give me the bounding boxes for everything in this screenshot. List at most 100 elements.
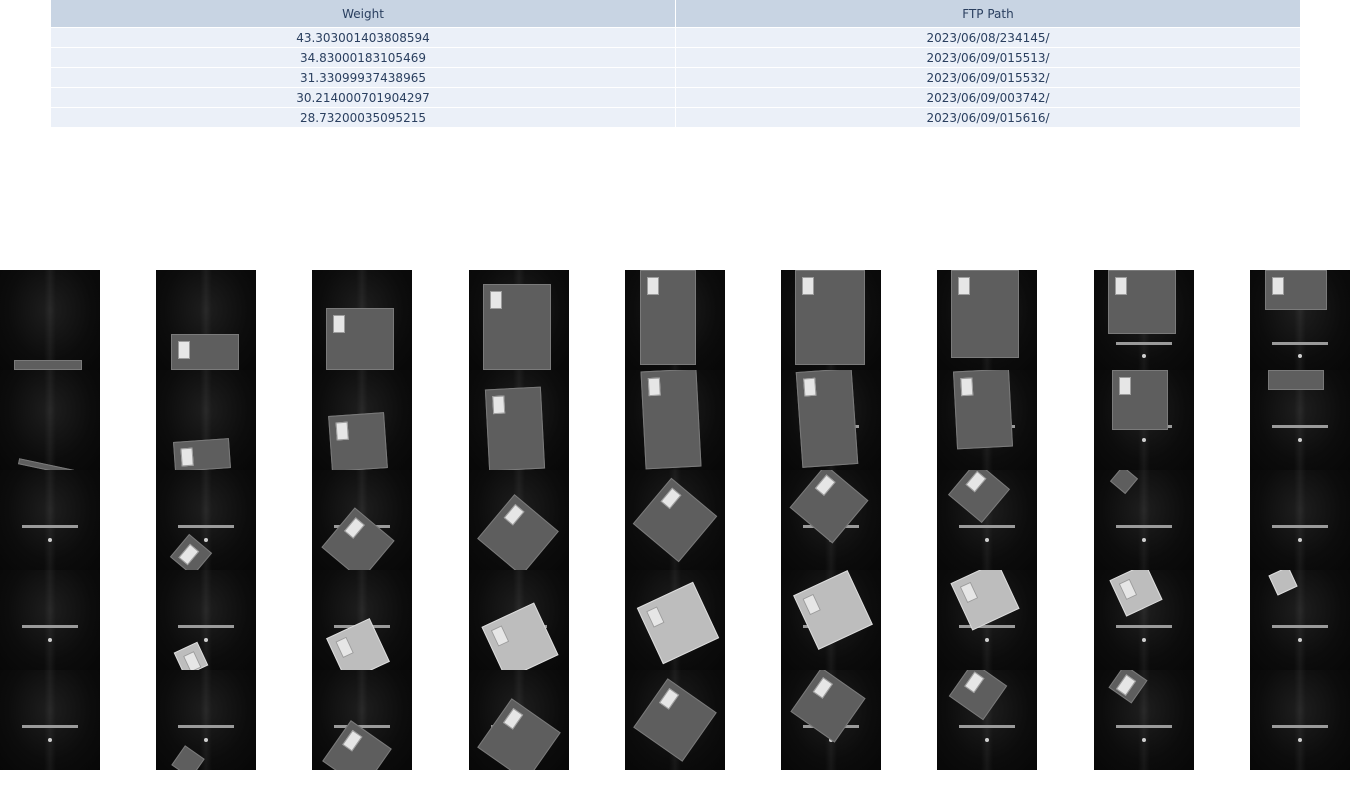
camera-frame-image[interactable]: [625, 570, 725, 670]
camera-frame-image[interactable]: [1250, 270, 1350, 370]
camera-frame-image[interactable]: [625, 270, 725, 370]
camera-frame-image[interactable]: [781, 670, 881, 770]
camera-frame-image[interactable]: [312, 270, 412, 370]
sensor-dot: [48, 638, 52, 642]
shipping-label: [178, 543, 200, 566]
package-box: [952, 370, 1014, 450]
camera-frame-image[interactable]: [312, 370, 412, 470]
light-beam: [44, 270, 56, 370]
light-beam: [1294, 370, 1306, 470]
camera-frame-image[interactable]: [1094, 570, 1194, 670]
shipping-label: [180, 447, 194, 467]
table-header-row: Weight FTP Path: [51, 0, 1300, 28]
camera-frame-image[interactable]: [1250, 670, 1350, 770]
package-box: [789, 470, 869, 544]
shipping-label: [492, 395, 506, 415]
package-box: [173, 438, 231, 470]
shipping-label: [503, 504, 525, 526]
camera-frame-image[interactable]: [312, 670, 412, 770]
cell-ftp-path: 2023/06/09/003742/: [675, 87, 1300, 108]
camera-strip: [0, 270, 100, 770]
package-box: [950, 570, 1020, 631]
camera-frame-image[interactable]: [625, 470, 725, 570]
camera-frame-image[interactable]: [0, 570, 100, 670]
camera-frame-image[interactable]: [312, 470, 412, 570]
camera-frame-image[interactable]: [1094, 370, 1194, 470]
package-box: [795, 370, 859, 468]
package-box: [640, 270, 696, 365]
package-box: [328, 412, 388, 470]
conveyor-tray: [334, 725, 390, 728]
camera-frame-image[interactable]: [1094, 270, 1194, 370]
package-box: [1109, 470, 1139, 495]
camera-frame-image[interactable]: [469, 470, 569, 570]
camera-frame-image[interactable]: [0, 370, 100, 470]
shipping-label: [1115, 674, 1137, 696]
camera-frame-image[interactable]: [937, 570, 1037, 670]
camera-frame-image[interactable]: [156, 670, 256, 770]
header-weight[interactable]: Weight: [51, 0, 676, 28]
camera-frame-image[interactable]: [937, 370, 1037, 470]
conveyor-tray: [959, 725, 1015, 728]
sensor-dot: [204, 738, 208, 742]
camera-frame-image[interactable]: [625, 370, 725, 470]
camera-frame-image[interactable]: [625, 670, 725, 770]
conveyor-tray: [22, 625, 78, 628]
cell-weight: 31.33099937438965: [51, 67, 676, 88]
package-box: [951, 270, 1019, 358]
camera-frame-image[interactable]: [781, 470, 881, 570]
conveyor-tray: [1116, 625, 1172, 628]
camera-frame-image[interactable]: [1250, 370, 1350, 470]
package-box: [1112, 370, 1168, 430]
package-box: [477, 494, 559, 570]
camera-frame-image[interactable]: [156, 370, 256, 470]
camera-frame-image[interactable]: [0, 270, 100, 370]
camera-frame-image[interactable]: [937, 470, 1037, 570]
sensor-dot: [204, 538, 208, 542]
camera-frame-image[interactable]: [781, 570, 881, 670]
camera-frame-image[interactable]: [469, 270, 569, 370]
table-row: 43.303001403808594 2023/06/08/234145/: [51, 27, 1300, 48]
cell-ftp-path: 2023/06/08/234145/: [675, 27, 1300, 48]
shipping-label: [647, 377, 661, 397]
sensor-dot: [1298, 354, 1302, 358]
camera-frame-image[interactable]: [1250, 470, 1350, 570]
light-beam: [44, 670, 56, 770]
table-row: 34.83000183105469 2023/06/09/015513/: [51, 47, 1300, 68]
camera-frame-image[interactable]: [469, 370, 569, 470]
camera-frame-image[interactable]: [937, 270, 1037, 370]
camera-frame-image[interactable]: [469, 670, 569, 770]
cell-weight: 28.73200035095215: [51, 107, 676, 128]
camera-frame-image[interactable]: [312, 570, 412, 670]
sensor-dot: [1298, 538, 1302, 542]
sensor-dot: [204, 638, 208, 642]
image-gallery: [0, 270, 1350, 770]
camera-frame-image[interactable]: [1094, 670, 1194, 770]
camera-frame-image[interactable]: [156, 270, 256, 370]
camera-frame-image[interactable]: [0, 670, 100, 770]
package-box: [948, 470, 1010, 523]
header-ftp-path[interactable]: FTP Path: [675, 0, 1300, 28]
camera-frame-image[interactable]: [1250, 570, 1350, 670]
shipping-label: [178, 341, 190, 359]
camera-frame-image[interactable]: [937, 670, 1037, 770]
camera-strip: [937, 270, 1037, 770]
table-row: 30.214000701904297 2023/06/09/003742/: [51, 87, 1300, 108]
camera-frame-image[interactable]: [1094, 470, 1194, 570]
camera-strip: [781, 270, 881, 770]
sensor-dot: [985, 538, 989, 542]
package-box: [640, 370, 702, 470]
camera-frame-image[interactable]: [156, 570, 256, 670]
camera-frame-image[interactable]: [781, 270, 881, 370]
shipping-label: [803, 377, 817, 397]
shipping-label: [959, 581, 979, 604]
shipping-label: [647, 277, 659, 295]
camera-frame-image[interactable]: [156, 470, 256, 570]
camera-frame-image[interactable]: [469, 570, 569, 670]
camera-frame-image[interactable]: [0, 470, 100, 570]
conveyor-tray: [22, 725, 78, 728]
camera-frame-image[interactable]: [781, 370, 881, 470]
light-beam: [1138, 670, 1150, 770]
package-box: [636, 581, 720, 665]
light-beam: [1294, 470, 1306, 570]
